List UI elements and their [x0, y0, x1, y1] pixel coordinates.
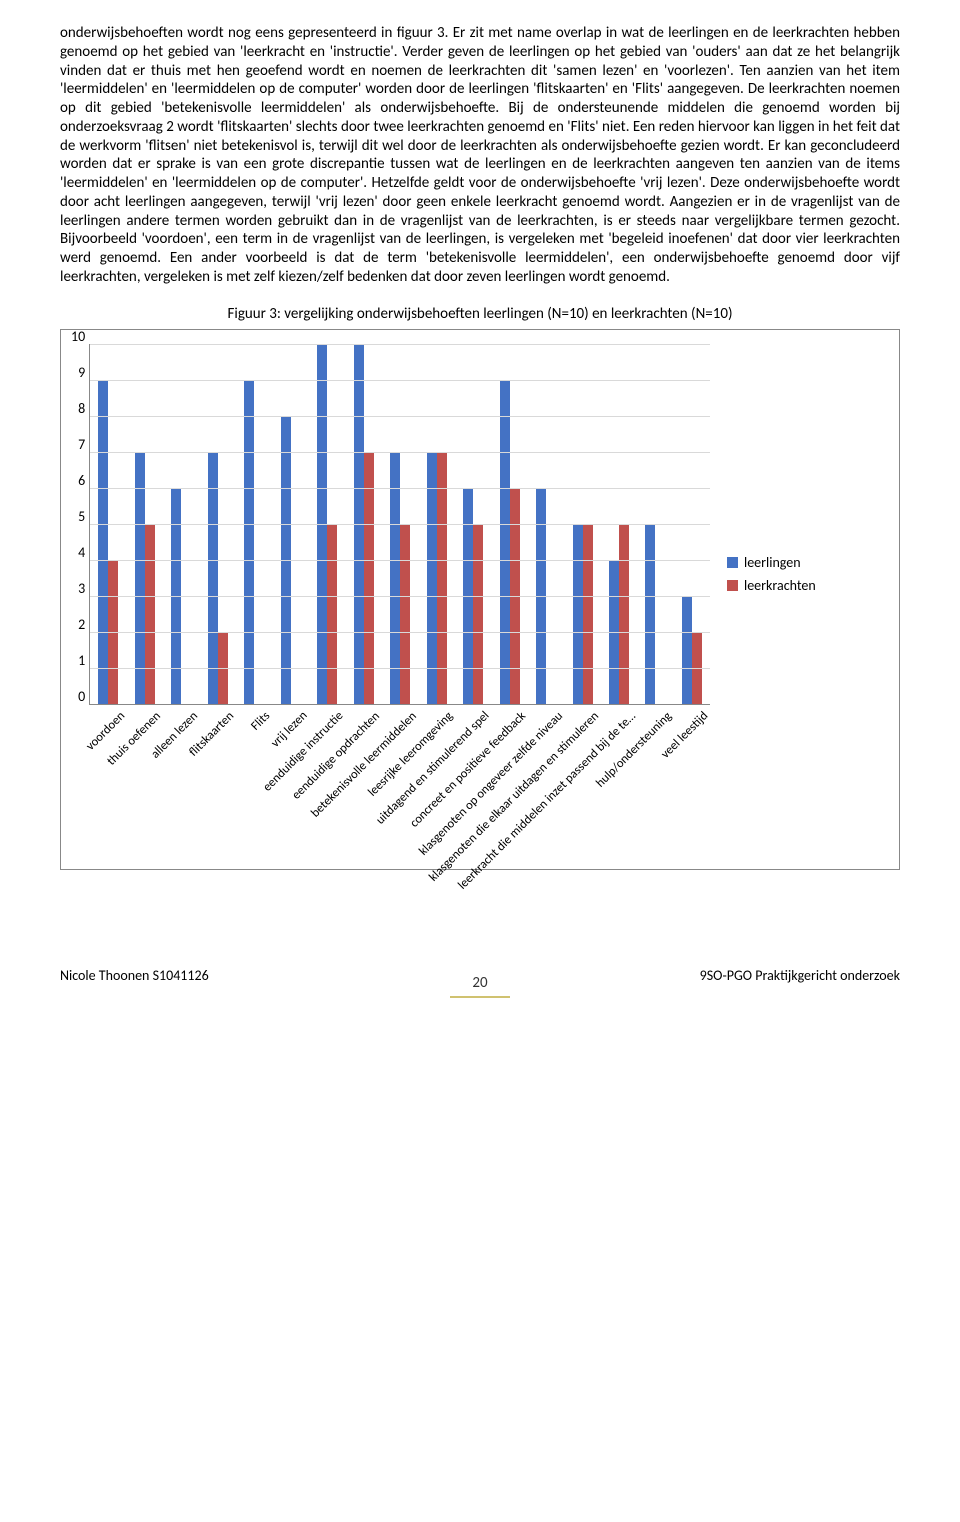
bar-group	[491, 380, 527, 704]
bar	[437, 452, 447, 704]
bar	[645, 524, 655, 704]
legend-swatch	[727, 580, 738, 591]
x-label: Flits	[248, 709, 273, 734]
bar-group	[127, 452, 163, 704]
body-paragraph: onderwijsbehoeften wordt nog eens gepres…	[60, 24, 900, 287]
bar-group	[637, 524, 673, 704]
chart-title: Figuur 3: vergelijking onderwijsbehoefte…	[60, 305, 900, 323]
bar	[573, 524, 583, 704]
x-label: klasgenoten die elkaar uitdagen en stimu…	[426, 709, 602, 885]
bar-group	[564, 524, 600, 704]
bar	[364, 452, 374, 704]
legend-item: leerlingen	[727, 554, 816, 571]
bar	[500, 380, 510, 704]
footer-author: Nicole Thoonen S1041126	[60, 967, 442, 984]
bar	[400, 524, 410, 704]
legend: leerlingen leerkrachten	[727, 554, 816, 600]
bar-group	[601, 524, 637, 704]
bar	[427, 452, 437, 704]
bar	[327, 524, 337, 704]
footer: Nicole Thoonen S1041126 20 9SO-PGO Prakt…	[60, 960, 900, 984]
bar-group	[418, 452, 454, 704]
footer-course: 9SO-PGO Praktijkgericht onderzoek	[518, 967, 900, 984]
chart: 109876543210 voordoenthuis oefenenalleen…	[60, 329, 900, 870]
bar-group	[90, 380, 126, 704]
legend-label: leerkrachten	[744, 577, 816, 594]
bar-group	[674, 596, 710, 704]
bar	[619, 524, 629, 704]
bar	[145, 524, 155, 704]
bar-group	[236, 380, 272, 704]
y-axis: 109876543210	[71, 344, 89, 704]
bar	[135, 452, 145, 704]
bar	[98, 380, 108, 704]
legend-item: leerkrachten	[727, 577, 816, 594]
legend-label: leerlingen	[744, 554, 801, 571]
bar-group	[382, 452, 418, 704]
legend-swatch	[727, 557, 738, 568]
bar	[244, 380, 254, 704]
bar	[682, 596, 692, 704]
bar	[473, 524, 483, 704]
bar	[583, 524, 593, 704]
page-number: 20	[450, 974, 510, 998]
bar-group	[200, 452, 236, 704]
plot-area	[89, 344, 710, 705]
bar	[208, 452, 218, 704]
bar	[390, 452, 400, 704]
x-axis: voordoenthuis oefenenalleen lezenflitska…	[93, 705, 713, 855]
